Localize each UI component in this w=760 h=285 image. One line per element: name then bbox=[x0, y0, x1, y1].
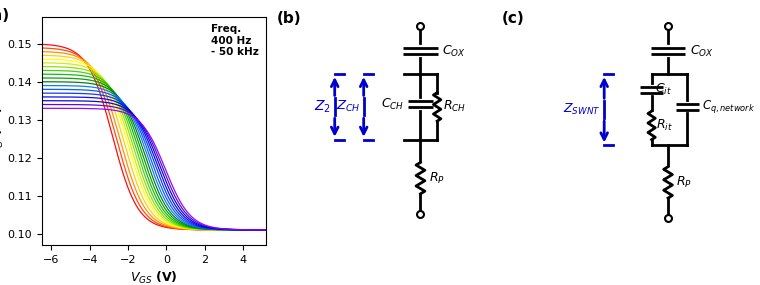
Text: $C_{q,network}$: $C_{q,network}$ bbox=[701, 98, 755, 115]
Text: $R_{it}$: $R_{it}$ bbox=[656, 118, 673, 133]
Text: $Z_2$: $Z_2$ bbox=[314, 99, 331, 115]
Text: $C_{OX}$: $C_{OX}$ bbox=[442, 44, 467, 59]
Text: (a): (a) bbox=[0, 8, 10, 23]
Text: $R_P$: $R_P$ bbox=[429, 171, 445, 186]
Text: $Z_{SWNT}$: $Z_{SWNT}$ bbox=[563, 102, 600, 117]
X-axis label: $V_{GS}$ (V): $V_{GS}$ (V) bbox=[130, 270, 178, 285]
Text: $C_{CH}$: $C_{CH}$ bbox=[381, 97, 404, 111]
Text: $Z_{CH}$: $Z_{CH}$ bbox=[336, 99, 360, 114]
Text: $R_{CH}$: $R_{CH}$ bbox=[443, 99, 466, 114]
Text: Freq.
400 Hz
- 50 kHz: Freq. 400 Hz - 50 kHz bbox=[211, 24, 259, 57]
Y-axis label: $C_G$ (nF): $C_G$ (nF) bbox=[0, 106, 6, 156]
Text: $R_P$: $R_P$ bbox=[676, 175, 692, 190]
Text: (b): (b) bbox=[277, 11, 302, 27]
Text: $C_{OX}$: $C_{OX}$ bbox=[689, 44, 714, 59]
Text: (c): (c) bbox=[502, 11, 524, 27]
Text: $C_{it}$: $C_{it}$ bbox=[655, 82, 672, 97]
